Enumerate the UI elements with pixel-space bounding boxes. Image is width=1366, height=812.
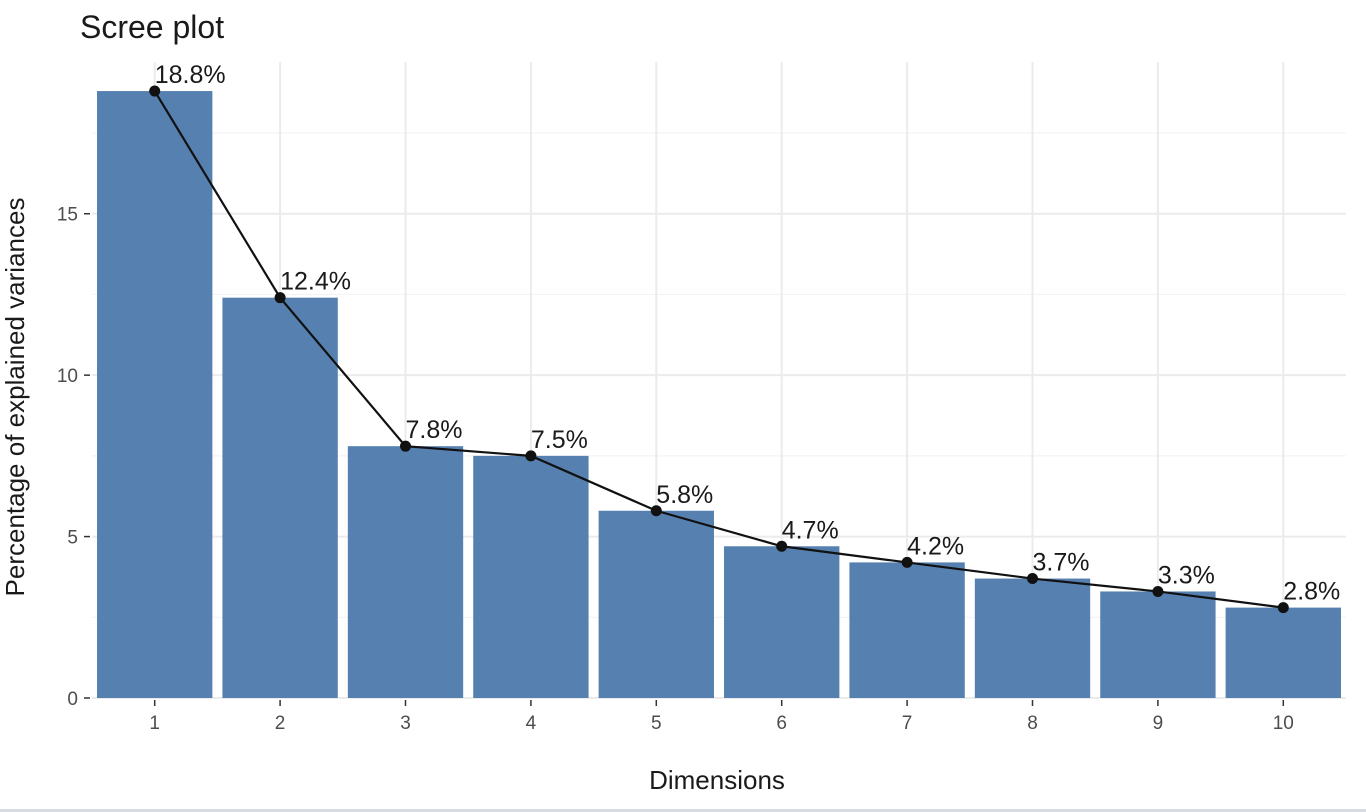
y-tick-label: 15 xyxy=(57,205,78,226)
y-tick-label: 0 xyxy=(67,689,78,710)
data-label: 2.8% xyxy=(1283,578,1340,606)
bottom-border xyxy=(0,809,1366,812)
y-axis-title: Percentage of explained variances xyxy=(0,198,30,597)
bar xyxy=(347,446,464,698)
data-point xyxy=(1277,602,1289,614)
data-label: 3.7% xyxy=(1033,549,1090,577)
x-tick-label: 10 xyxy=(1273,713,1294,734)
bar xyxy=(97,91,213,698)
y-tick-label: 10 xyxy=(57,366,78,387)
data-point xyxy=(400,440,411,452)
data-label-layer: 18.8% 12.4% 7.8% 7.5% 5.8% 4.7% 4.2% 3.7% 3.3% 2.… xyxy=(155,61,1341,606)
data-point xyxy=(901,556,913,568)
y-tick-label: 5 xyxy=(67,528,78,549)
bar xyxy=(598,510,714,698)
x-tick-label: 7 xyxy=(902,713,913,734)
x-tick-label: 9 xyxy=(1153,713,1164,734)
x-tick-label: 5 xyxy=(651,713,662,734)
x-tick-label: 2 xyxy=(275,713,286,734)
data-point xyxy=(149,85,161,97)
x-tick-label: 6 xyxy=(776,713,787,734)
bar xyxy=(1225,607,1341,698)
bar xyxy=(849,562,965,698)
data-point xyxy=(1027,573,1038,585)
line-layer xyxy=(149,85,1289,614)
data-label: 7.8% xyxy=(406,416,463,444)
x-tick-label: 3 xyxy=(400,713,411,734)
x-tick-label: 4 xyxy=(526,713,537,734)
x-tick-label: 8 xyxy=(1027,713,1038,734)
data-point xyxy=(776,540,788,552)
chart-title: Scree plot xyxy=(80,9,224,45)
data-label: 18.8% xyxy=(155,61,226,89)
x-axis-title: Dimensions xyxy=(649,765,785,795)
data-label: 12.4% xyxy=(280,268,351,296)
bar xyxy=(222,297,338,698)
data-label: 7.5% xyxy=(531,426,588,454)
data-label: 5.8% xyxy=(656,481,713,509)
bar xyxy=(1100,591,1216,698)
data-label: 4.7% xyxy=(782,516,839,544)
bar xyxy=(473,455,589,698)
bar-layer xyxy=(97,91,1341,698)
axis-layer: 0 5 10 15 1 2 3 4 5 6 7 8 9 10 xyxy=(57,205,1294,734)
x-tick-label: 1 xyxy=(149,713,160,734)
data-point xyxy=(1152,585,1164,597)
series-line xyxy=(153,90,1284,609)
data-point xyxy=(274,292,286,304)
data-label: 3.3% xyxy=(1158,561,1215,589)
bar xyxy=(974,578,1091,698)
data-point xyxy=(650,505,662,517)
data-point xyxy=(525,450,537,462)
bar xyxy=(724,546,840,698)
data-label: 4.2% xyxy=(907,532,964,560)
